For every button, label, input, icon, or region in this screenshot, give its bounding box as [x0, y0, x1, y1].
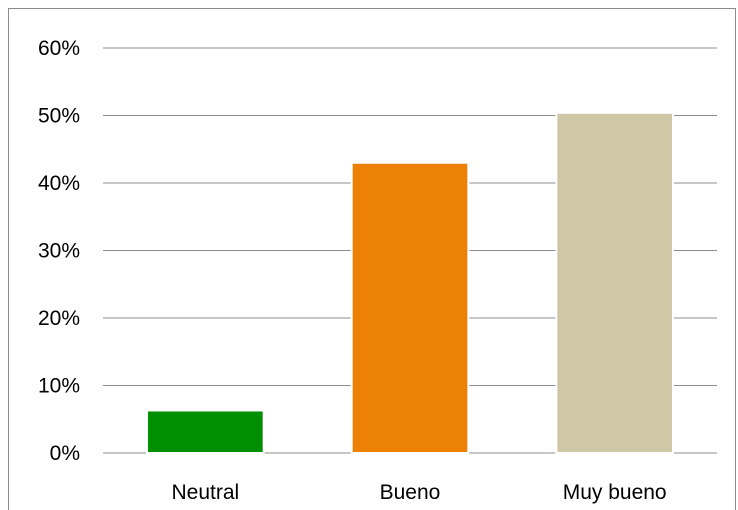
y-tick-label: 60% — [38, 37, 80, 60]
y-tick-label: 0% — [50, 442, 80, 465]
y-tick-label: 50% — [38, 105, 80, 128]
x-category-label: Bueno — [380, 481, 441, 504]
y-tick-label: 10% — [38, 375, 80, 398]
y-tick-label: 20% — [38, 307, 80, 330]
y-tick-label: 40% — [38, 172, 80, 195]
x-axis-category-labels: Neutral Bueno Muy bueno — [171, 481, 666, 504]
y-axis-tick-labels: 0% 10% 20% 30% 40% 50% 60% — [38, 37, 80, 465]
x-category-label: Neutral — [171, 481, 239, 504]
bar-muy-bueno — [555, 111, 674, 455]
bar-bueno — [350, 161, 470, 454]
y-tick-label: 30% — [38, 240, 80, 263]
bars — [146, 111, 674, 455]
x-category-label: Muy bueno — [563, 481, 667, 504]
bar-neutral — [146, 409, 265, 455]
